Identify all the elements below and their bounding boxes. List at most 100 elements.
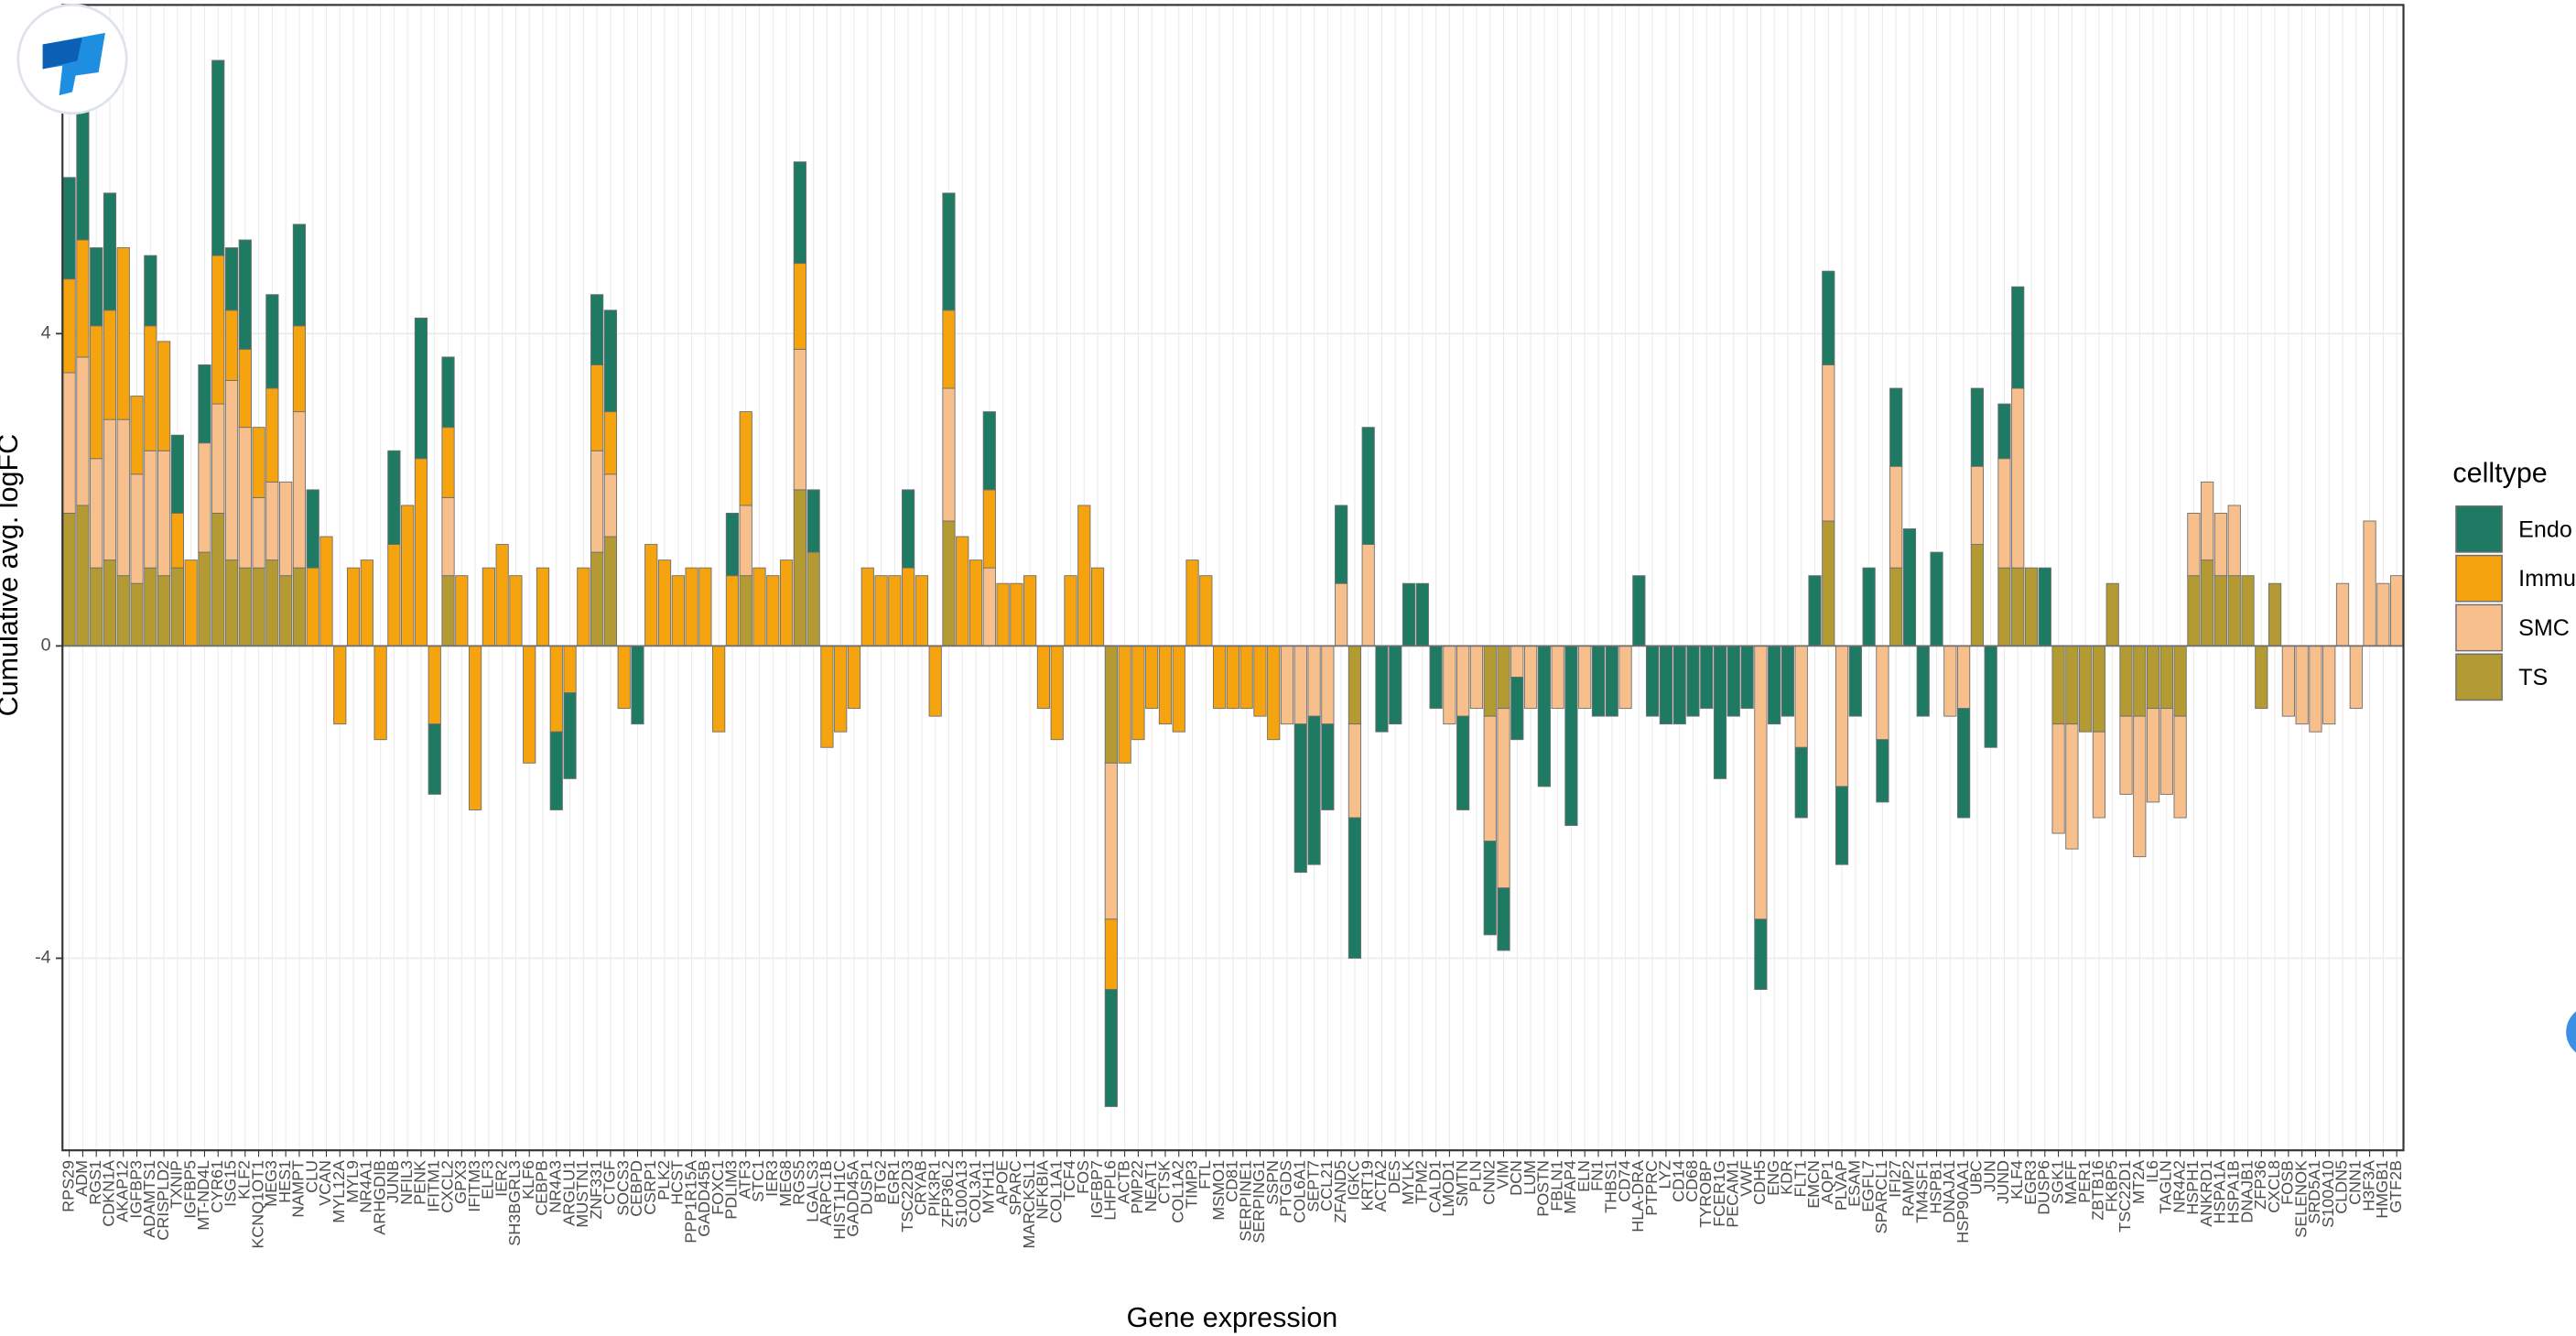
x-tick-label: MYH11 <box>980 1160 998 1214</box>
bar-segment <box>1848 645 1862 717</box>
bar-segment <box>1307 715 1321 865</box>
bar-segment <box>157 341 171 451</box>
legend-key <box>2455 653 2503 701</box>
bar-segment <box>1348 723 1362 819</box>
x-tick-label: PENK <box>411 1160 429 1205</box>
bar-segment <box>252 427 265 498</box>
bar-segment <box>211 60 225 256</box>
bar-segment <box>860 567 874 646</box>
bar-segment <box>1997 403 2011 460</box>
bar-segment <box>2011 286 2025 389</box>
bar-segment <box>103 310 117 420</box>
x-tick-label: IGKC <box>1345 1160 1363 1200</box>
bar-segment <box>198 442 211 553</box>
x-tick-label: ANKRD1 <box>2197 1160 2215 1227</box>
bar-segment <box>90 247 103 327</box>
bar-segment <box>725 575 740 646</box>
x-tick-label: DNAJB1 <box>2237 1160 2256 1223</box>
bar-segment <box>224 310 239 381</box>
x-tick-label: EGR3 <box>2021 1160 2040 1205</box>
bar-segment <box>130 473 144 584</box>
bar-segment <box>1375 645 1389 733</box>
bar-segment <box>1835 786 1849 865</box>
bar-segment <box>1335 505 1348 584</box>
x-tick-label: RPS29 <box>59 1160 77 1212</box>
side-button[interactable] <box>2566 1005 2576 1058</box>
x-tick-label: AQP1 <box>1818 1160 1836 1204</box>
bar-segment <box>1293 645 1307 725</box>
bar-segment <box>1822 270 1835 365</box>
bar-segment <box>1469 645 1484 710</box>
bar-segment <box>1794 645 1808 748</box>
bar-segment <box>428 645 441 725</box>
bar-segment <box>1104 918 1118 991</box>
x-tick-label: DES <box>1385 1160 1403 1194</box>
bar-segment <box>820 645 834 748</box>
x-tick-label: DUSP6 <box>2035 1160 2053 1215</box>
x-tick-label: FKBP5 <box>2102 1160 2120 1212</box>
bar-segment <box>414 317 428 460</box>
bar-segment <box>1483 715 1497 842</box>
bar-segment <box>211 255 225 405</box>
x-tick-label: LGALS3 <box>803 1160 821 1222</box>
x-tick-label: CD68 <box>1683 1160 1701 1202</box>
x-tick-label: ZFP36L2 <box>938 1160 957 1228</box>
bar-segment <box>1984 645 1997 748</box>
x-tick-label: HIST1H1C <box>830 1160 849 1240</box>
bar-segment <box>1023 575 1037 646</box>
x-tick-label: ATF3 <box>735 1160 753 1200</box>
bar-segment <box>2322 645 2336 725</box>
bar-segment <box>238 567 252 646</box>
bar-segment <box>671 575 685 646</box>
bar-segment <box>1497 708 1510 889</box>
bar-segment <box>603 310 618 413</box>
bar-segment <box>603 536 618 646</box>
bar-segment <box>793 263 806 350</box>
bar-segment <box>1226 645 1239 710</box>
x-tick-label: PLVAP <box>1832 1160 1850 1211</box>
bar-segment <box>536 567 550 646</box>
bar-segment <box>144 255 157 327</box>
bar-segment <box>523 645 536 764</box>
x-tick-label: TIMP3 <box>1182 1160 1200 1209</box>
bar-segment <box>1876 645 1889 741</box>
bar-segment <box>1740 645 1754 710</box>
bar-segment <box>793 161 806 265</box>
x-tick-label: S100A10 <box>2319 1160 2337 1228</box>
bar-segment <box>1754 918 1768 991</box>
bar-segment <box>103 559 117 646</box>
bar-segment <box>1293 723 1307 874</box>
x-tick-label: PPP1R15A <box>681 1160 699 1244</box>
x-tick-label: PDLIM3 <box>722 1160 741 1220</box>
x-tick-label: SPARC <box>1006 1160 1024 1216</box>
bar-segment <box>2349 645 2363 710</box>
bar-segment <box>2105 582 2119 646</box>
bar-segment <box>130 396 144 475</box>
x-axis-title: Gene expression <box>1127 1302 1338 1333</box>
bar-segment <box>969 559 983 646</box>
x-tick-label: DCN <box>1507 1160 1525 1196</box>
bar-segment <box>1199 575 1213 646</box>
x-tick-label: GPX3 <box>451 1160 470 1204</box>
x-tick-label: TSC22D3 <box>898 1160 916 1233</box>
bar-segment <box>90 567 103 646</box>
bar-segment <box>2146 708 2160 803</box>
x-tick-label: CD14 <box>1669 1160 1687 1202</box>
legend-key <box>2455 603 2503 652</box>
bar-segment <box>2213 575 2228 646</box>
x-tick-label: EGR1 <box>884 1160 903 1205</box>
bar-segment <box>62 372 76 514</box>
bar-segment <box>698 567 712 646</box>
bar-segment <box>373 645 387 741</box>
bar-segment <box>103 192 117 311</box>
bar-segment <box>2227 575 2241 646</box>
bar-segment <box>1672 645 1686 725</box>
x-tick-label: CEBPD <box>627 1160 645 1217</box>
x-tick-label: ELN <box>1575 1160 1593 1192</box>
bar-segment <box>2133 645 2147 717</box>
x-tick-label: HSP90AA1 <box>1954 1160 1972 1244</box>
bar-segment <box>279 481 293 577</box>
bar-segment <box>1970 544 1984 646</box>
bar-segment <box>401 505 415 646</box>
bar-segment <box>1510 645 1524 678</box>
